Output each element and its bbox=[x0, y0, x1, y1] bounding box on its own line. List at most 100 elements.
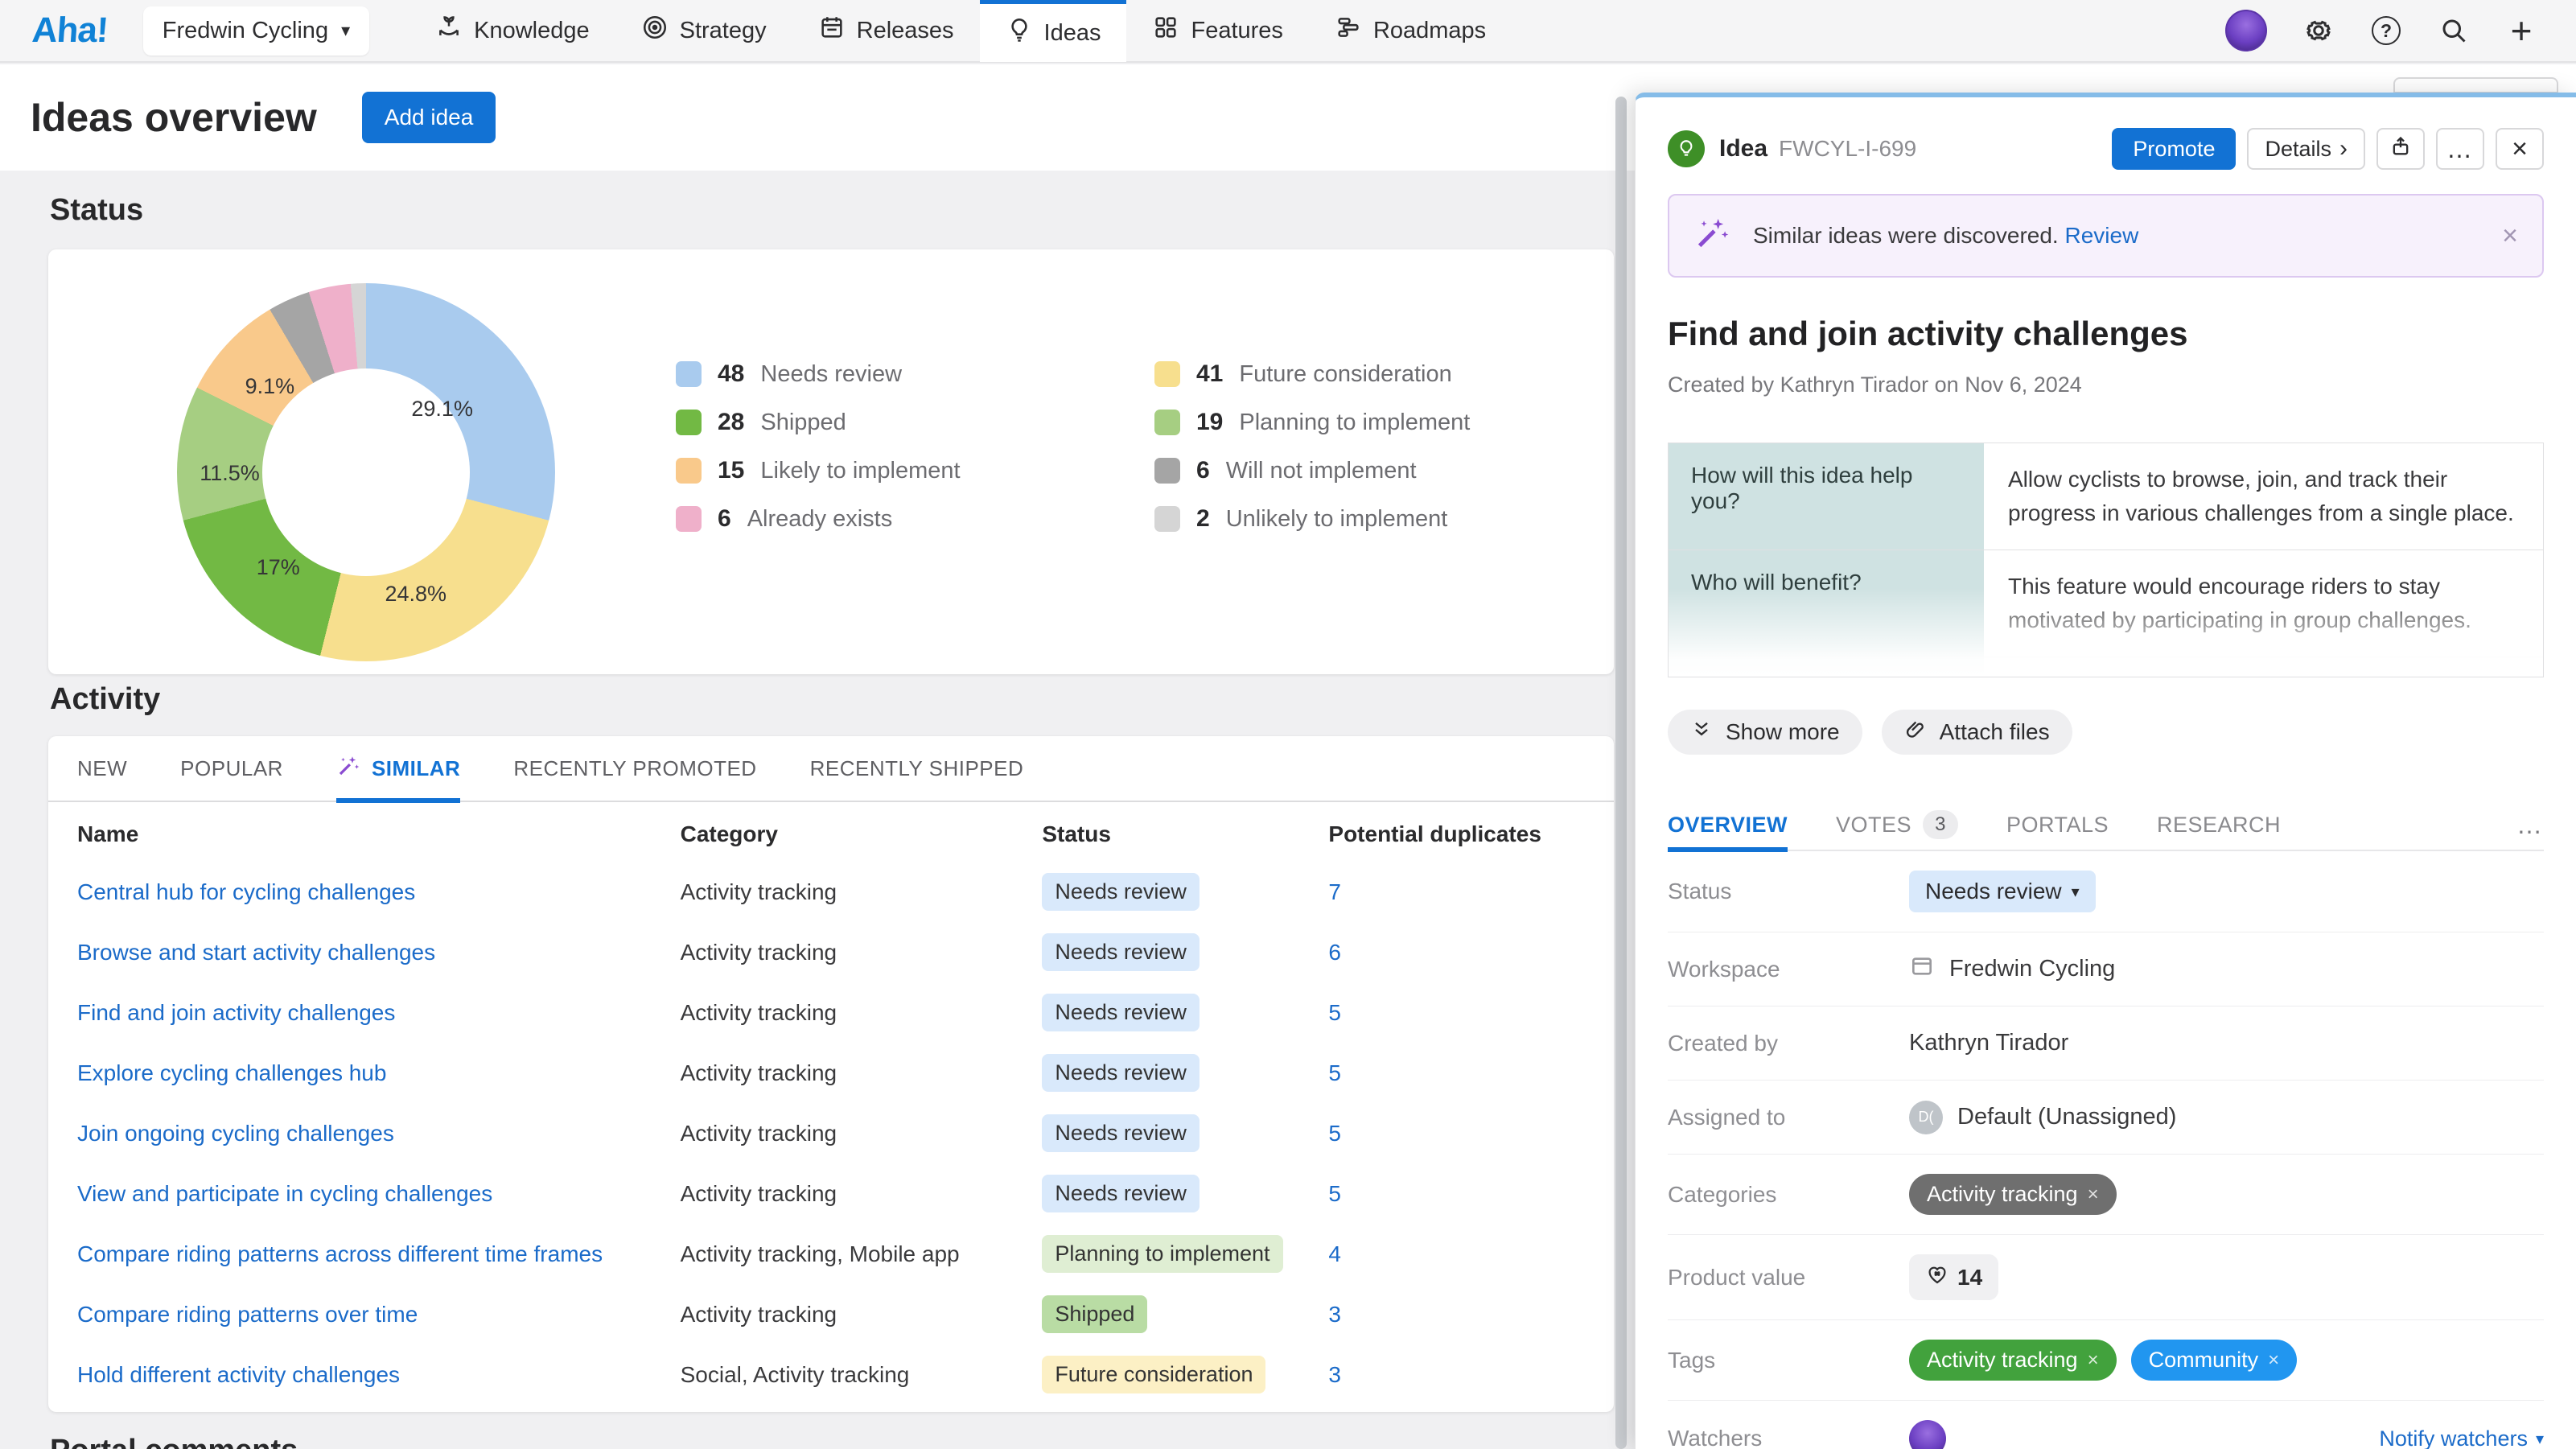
magic-wand-icon bbox=[336, 754, 360, 784]
idea-name-link[interactable]: View and participate in cycling challeng… bbox=[77, 1180, 493, 1206]
duplicates-count-link[interactable]: 5 bbox=[1328, 1180, 1341, 1206]
paperclip-icon bbox=[1904, 718, 1927, 747]
idea-title: Find and join activity challenges bbox=[1668, 315, 2188, 352]
help-icon[interactable]: ? bbox=[2370, 14, 2402, 47]
idea-name-link[interactable]: Hold different activity challenges bbox=[77, 1361, 401, 1387]
donut-pct-label: 29.1% bbox=[411, 397, 473, 421]
status-card: 29.1% 24.8% 17% 11.5% 9.1% 48 Needs revie… bbox=[48, 249, 1614, 674]
details-button[interactable]: Details › bbox=[2247, 128, 2365, 170]
chevron-right-icon: › bbox=[2339, 135, 2348, 162]
duplicates-count-link[interactable]: 4 bbox=[1328, 1241, 1341, 1266]
idea-description-table: How will this idea help you? Allow cycli… bbox=[1668, 443, 2544, 677]
gantt-icon bbox=[1335, 14, 1362, 47]
close-panel-button[interactable]: × bbox=[2496, 128, 2544, 170]
created-by-value: Kathryn Tirador bbox=[1909, 1030, 2069, 1056]
donut-pct-label: 9.1% bbox=[245, 373, 295, 398]
tabs-overflow-icon[interactable]: … bbox=[2516, 809, 2544, 839]
aha-logo[interactable]: Aha! bbox=[31, 10, 109, 50]
review-link[interactable]: Review bbox=[2064, 223, 2139, 248]
tag-community[interactable]: Community × bbox=[2130, 1340, 2298, 1381]
idea-type-icon bbox=[1668, 130, 1705, 167]
tab-similar-label: SIMILAR bbox=[371, 755, 461, 780]
search-icon[interactable] bbox=[2438, 14, 2470, 47]
qa-answer: This feature would encourage riders to s… bbox=[1984, 550, 2543, 657]
duplicates-count-link[interactable]: 5 bbox=[1328, 1060, 1341, 1085]
idea-name-link[interactable]: Central hub for cycling challenges bbox=[77, 879, 416, 904]
chevron-down-icon: ▾ bbox=[2535, 1430, 2544, 1448]
legend-item: 48 Needs review bbox=[676, 360, 1154, 388]
settings-gear-icon[interactable] bbox=[2302, 14, 2335, 47]
status-donut[interactable] bbox=[177, 283, 555, 661]
nav-item-strategy[interactable]: Strategy bbox=[615, 0, 792, 62]
nav-item-ideas[interactable]: Ideas bbox=[979, 0, 1127, 62]
product-value-pill[interactable]: 14 bbox=[1909, 1254, 1999, 1300]
idea-name-link[interactable]: Browse and start activity challenges bbox=[77, 939, 436, 965]
duplicates-count-link[interactable]: 6 bbox=[1328, 939, 1341, 965]
nav-item-roadmaps[interactable]: Roadmaps bbox=[1309, 0, 1512, 62]
remove-tag-icon[interactable]: × bbox=[2087, 1183, 2099, 1205]
remove-tag-icon[interactable]: × bbox=[2268, 1348, 2280, 1371]
workspace-switcher[interactable]: Fredwin Cycling ▾ bbox=[142, 6, 370, 56]
nav-item-releases[interactable]: Releases bbox=[792, 0, 980, 62]
more-actions-button[interactable]: … bbox=[2436, 128, 2484, 170]
category-tag[interactable]: Activity tracking × bbox=[1909, 1174, 2117, 1215]
tab-new[interactable]: NEW bbox=[77, 755, 128, 780]
activity-section-title: Activity bbox=[50, 682, 161, 716]
watcher-avatar[interactable] bbox=[1909, 1420, 1946, 1449]
status-legend: 48 Needs review 41 Future consideration 28… bbox=[676, 360, 1470, 533]
idea-name-link[interactable]: Compare riding patterns over time bbox=[77, 1301, 418, 1327]
tab-overview[interactable]: OVERVIEW bbox=[1668, 799, 1788, 852]
remove-tag-icon[interactable]: × bbox=[2087, 1348, 2099, 1371]
duplicates-count-link[interactable]: 7 bbox=[1328, 879, 1341, 904]
qa-answer: Users could filter challenges by type or… bbox=[1984, 657, 2543, 677]
notify-watchers-link[interactable]: Notify watchers ▾ bbox=[2379, 1426, 2544, 1449]
main-scrollbar[interactable] bbox=[1615, 97, 1627, 1449]
idea-name-link[interactable]: Explore cycling challenges hub bbox=[77, 1060, 387, 1085]
tab-votes[interactable]: VOTES 3 bbox=[1836, 799, 1958, 850]
field-assigned-to: Assigned to D( Default (Unassigned) bbox=[1668, 1081, 2544, 1155]
chevron-down-icon: ▾ bbox=[341, 20, 351, 40]
qa-row: How will this idea help you? Allow cycli… bbox=[1669, 443, 2543, 550]
status-badge: Planning to implement bbox=[1042, 1235, 1283, 1273]
duplicates-count-link[interactable]: 5 bbox=[1328, 1120, 1341, 1146]
nav-item-knowledge[interactable]: Knowledge bbox=[409, 0, 615, 62]
partially-hidden-button bbox=[2393, 77, 2558, 93]
status-badge: Needs review bbox=[1042, 933, 1200, 971]
show-more-button[interactable]: Show more bbox=[1668, 710, 1862, 755]
assigned-to-value: Default (Unassigned) bbox=[1957, 1104, 2177, 1130]
lightbulb-icon bbox=[1006, 16, 1033, 50]
add-idea-button[interactable]: Add idea bbox=[361, 92, 496, 143]
user-avatar[interactable] bbox=[2225, 10, 2267, 51]
status-dropdown[interactable]: Needs review ▾ bbox=[1909, 871, 2096, 912]
tab-similar[interactable]: SIMILAR bbox=[335, 736, 461, 803]
tab-portals[interactable]: PORTALS bbox=[2006, 812, 2109, 837]
tab-popular[interactable]: POPULAR bbox=[180, 755, 283, 780]
field-status: Status Needs review ▾ bbox=[1668, 851, 2544, 932]
idea-name-link[interactable]: Join ongoing cycling challenges bbox=[77, 1120, 394, 1146]
table-row: View and participate in cycling challeng… bbox=[77, 1163, 1585, 1224]
attach-files-button[interactable]: Attach files bbox=[1881, 710, 2072, 755]
ellipsis-icon: … bbox=[2446, 134, 2474, 163]
nav-item-features[interactable]: Features bbox=[1126, 0, 1308, 62]
tab-research[interactable]: RESEARCH bbox=[2156, 812, 2282, 837]
col-header-name: Name bbox=[77, 821, 139, 846]
activity-tabs: NEW POPULAR SIMILAR RECENTLY PROMOTED RE… bbox=[48, 736, 1614, 803]
tab-recently-promoted[interactable]: RECENTLY PROMOTED bbox=[513, 755, 757, 780]
banner-close-icon[interactable]: × bbox=[2502, 220, 2518, 251]
table-row: Browse and start activity challenges Acti… bbox=[77, 922, 1585, 982]
duplicates-count-link[interactable]: 3 bbox=[1328, 1301, 1341, 1327]
idea-name-link[interactable]: Compare riding patterns across different… bbox=[77, 1241, 603, 1266]
duplicates-count-link[interactable]: 3 bbox=[1328, 1361, 1341, 1387]
qa-question: How will this idea help you? bbox=[1669, 443, 1984, 550]
nav-right-icons: ? + bbox=[2225, 10, 2576, 51]
status-badge: Needs review bbox=[1042, 994, 1200, 1031]
add-icon[interactable]: + bbox=[2510, 10, 2533, 51]
tag-activity-tracking[interactable]: Activity tracking × bbox=[1909, 1340, 2117, 1381]
tab-recently-shipped[interactable]: RECENTLY SHIPPED bbox=[809, 755, 1024, 780]
duplicates-count-link[interactable]: 5 bbox=[1328, 999, 1341, 1025]
promote-button[interactable]: Promote bbox=[2112, 128, 2237, 170]
idea-category: Activity tracking bbox=[680, 1120, 837, 1146]
share-button[interactable] bbox=[2376, 128, 2425, 170]
idea-name-link[interactable]: Find and join activity challenges bbox=[77, 999, 396, 1025]
legend-swatch bbox=[676, 410, 702, 435]
